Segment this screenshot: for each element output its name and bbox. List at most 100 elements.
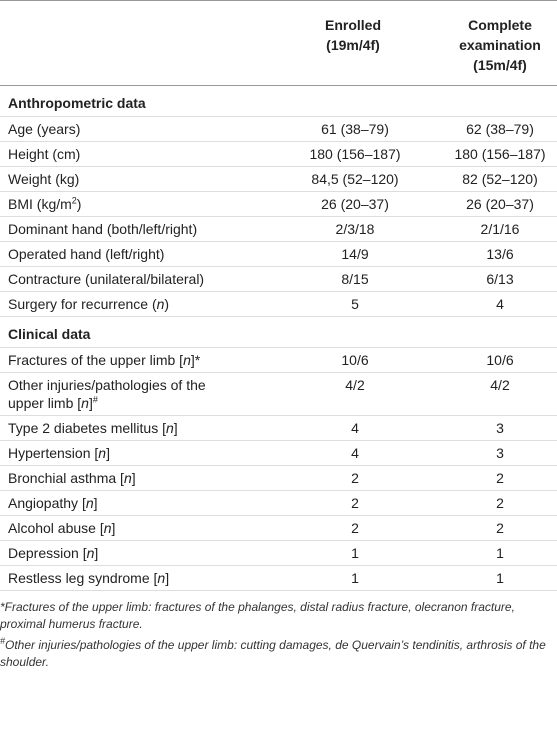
row-label: Age (years): [8, 120, 233, 138]
text: ]*: [190, 352, 201, 368]
superscript: #: [0, 636, 6, 646]
value-cell: 10/6: [405, 347, 557, 373]
table-row: Dominant hand (both/left/right) 2/3/18 2/1…: [0, 216, 557, 242]
table-row: Angiopathy [n] 2 2: [0, 490, 557, 516]
row-label-cell: Height (cm): [0, 141, 305, 167]
cell-value: 2: [351, 495, 359, 511]
header-row: Enrolled (19m/4f) Complete examination (15m…: [0, 0, 557, 86]
cell-value: 2: [351, 520, 359, 536]
footnote: *Fractures of the upper limb: fractures …: [0, 599, 549, 633]
value-cell: 2: [405, 465, 557, 491]
value-cell: 61 (38–79): [305, 116, 405, 142]
cell-value: 4: [351, 445, 359, 461]
column-title: Enrolled: [324, 17, 381, 33]
cell-value: 2: [496, 470, 504, 486]
value-cell: 4: [305, 415, 405, 441]
text: Weight (kg): [8, 171, 80, 187]
value-cell: 1: [405, 540, 557, 566]
text: Bronchial asthma [: [8, 470, 124, 486]
column-subtitle: (15m/4f): [473, 57, 527, 73]
text: ]: [93, 495, 98, 511]
text: Alcohol abuse [: [8, 520, 104, 536]
value-cell: 4/2: [305, 372, 405, 416]
row-label: Bronchial asthma [n]: [8, 469, 233, 487]
text: Other injuries/pathologies of the upper …: [8, 377, 206, 411]
row-label: Other injuries/pathologies of the upper …: [8, 376, 233, 412]
column-subtitle: (19m/4f): [326, 37, 380, 53]
value-cell: 4: [405, 291, 557, 317]
value-cell: 180 (156–187): [305, 141, 405, 167]
text: Surgery for recurrence (: [8, 296, 157, 312]
row-label-cell: BMI (kg/m2): [0, 191, 305, 217]
superscript: #: [92, 394, 98, 405]
text: ]: [88, 395, 93, 411]
row-label-cell: Weight (kg): [0, 166, 305, 192]
footnotes: *Fractures of the upper limb: fractures …: [0, 591, 557, 671]
value-cell: 2: [305, 465, 405, 491]
row-label: Surgery for recurrence (n): [8, 295, 233, 313]
cell-value: 13/6: [486, 246, 514, 262]
row-label-cell: Depression [n]: [0, 540, 305, 566]
row-label: Angiopathy [n]: [8, 494, 233, 512]
cell-value: 14/9: [341, 246, 369, 262]
cell-value: 26 (20–37): [321, 196, 389, 212]
cell-value: 2/1/16: [480, 221, 520, 237]
table-row: Height (cm) 180 (156–187) 180 (156–187): [0, 141, 557, 167]
text: Angiopathy [: [8, 495, 86, 511]
text: Operated hand (left/right): [8, 246, 165, 262]
cell-value: 4: [351, 420, 359, 436]
text: Height (cm): [8, 146, 81, 162]
row-label: Height (cm): [8, 145, 233, 163]
value-cell: 5: [305, 291, 405, 317]
value-cell: 6/13: [405, 266, 557, 292]
table-row: Alcohol abuse [n] 2 2: [0, 515, 557, 541]
text: ]: [111, 520, 116, 536]
superscript: 2: [71, 195, 77, 206]
table-row: Age (years) 61 (38–79) 62 (38–79): [0, 116, 557, 142]
value-cell: 2/3/18: [305, 216, 405, 242]
cell-value: 61 (38–79): [321, 121, 389, 137]
value-cell: 1: [405, 565, 557, 591]
cell-value: 26 (20–37): [466, 196, 534, 212]
column-title: Complete examination: [459, 17, 541, 53]
cell-value: 180 (156–187): [454, 146, 546, 162]
cell-value: 2: [496, 520, 504, 536]
value-cell: 180 (156–187): [405, 141, 557, 167]
row-label-cell: Alcohol abuse [n]: [0, 515, 305, 541]
row-label: Weight (kg): [8, 170, 233, 188]
table-row: Depression [n] 1 1: [0, 540, 557, 566]
text: *Fractures of the upper limb: fractures …: [0, 600, 515, 631]
row-label: Fractures of the upper limb [n]*: [8, 351, 233, 369]
cell-value: 1: [496, 570, 504, 586]
cell-value: 2/3/18: [335, 221, 375, 237]
value-cell: 4/2: [405, 372, 557, 416]
cell-value: 62 (38–79): [466, 121, 534, 137]
cell-value: 10/6: [341, 352, 369, 368]
text: ]: [173, 420, 178, 436]
table-row: Contracture (unilateral/bilateral) 8/15 6/…: [0, 266, 557, 292]
row-label-cell: Dominant hand (both/left/right): [0, 216, 305, 242]
section-row: Anthropometric data: [0, 85, 557, 117]
value-cell: 14/9: [305, 241, 405, 267]
value-cell: 2: [305, 490, 405, 516]
value-cell: 1: [305, 565, 405, 591]
row-label: Operated hand (left/right): [8, 245, 233, 263]
italic-text: n: [156, 296, 165, 312]
italic-text: n: [98, 445, 107, 461]
value-cell: 2: [305, 515, 405, 541]
table-row: Type 2 diabetes mellitus [n] 4 3: [0, 415, 557, 441]
section-title: Clinical data: [0, 316, 557, 348]
row-label: Restless leg syndrome [n]: [8, 569, 233, 587]
row-label-cell: Fractures of the upper limb [n]*: [0, 347, 305, 373]
value-cell: 84,5 (52–120): [305, 166, 405, 192]
value-cell: 1: [305, 540, 405, 566]
row-label: Hypertension [n]: [8, 444, 233, 462]
text: Other injuries/pathologies of the upper …: [0, 638, 546, 669]
row-label-cell: Angiopathy [n]: [0, 490, 305, 516]
cell-value: 3: [496, 420, 504, 436]
value-cell: 10/6: [305, 347, 405, 373]
italic-text: n: [165, 420, 174, 436]
value-cell: 26 (20–37): [405, 191, 557, 217]
row-label-cell: Hypertension [n]: [0, 440, 305, 466]
